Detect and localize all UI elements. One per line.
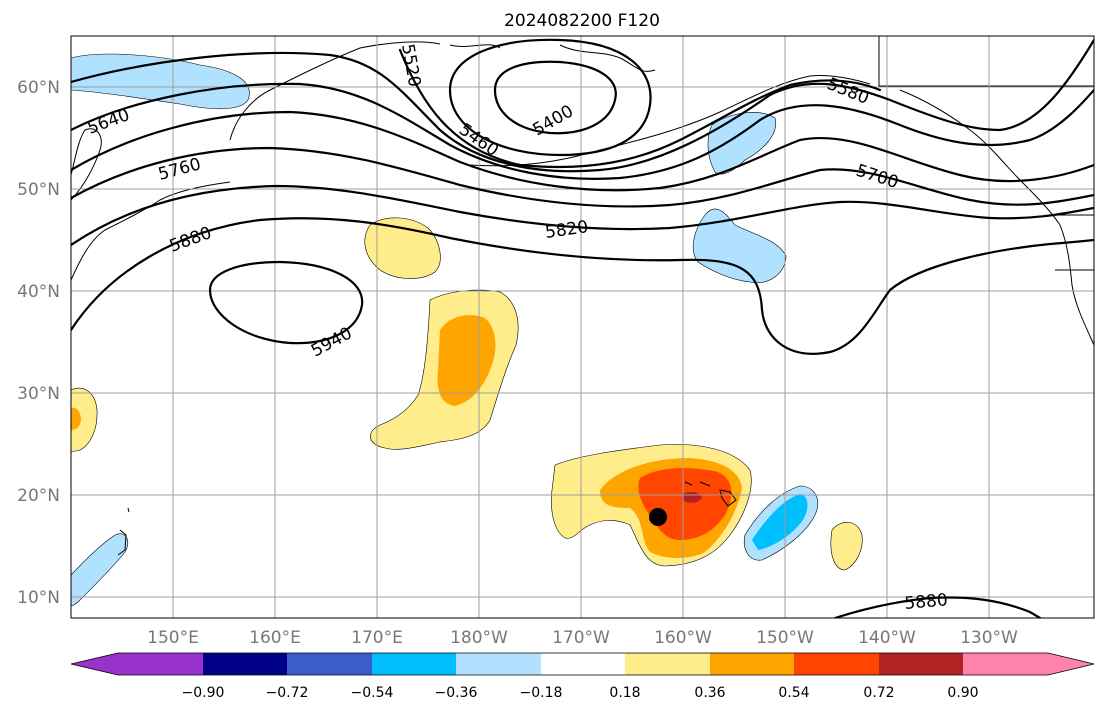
lon-label: 160°E [249,628,301,648]
gridlines [71,36,1094,618]
positive-anomaly-core [71,407,81,430]
lat-label: 40°N [17,282,60,302]
colorbar-tick: −0.18 [520,685,563,701]
contour-5520 [398,48,882,169]
map-area: 5520 5400 5460 5640 5760 5880 5820 5580 … [71,36,1094,618]
colorbar-segment [541,653,625,675]
latitude-labels: 60°N 50°N 40°N 30°N 20°N 10°N [17,78,60,608]
colorbar-segment [794,653,879,675]
longitude-labels: 150°E 160°E 170°E 180°W 170°W 160°W 150°… [147,628,1018,648]
contour-5760 [71,146,1094,208]
colorbar-tick: 0.90 [947,685,978,701]
border-line [1055,214,1094,271]
lat-label: 10°N [17,588,60,608]
negative-anomaly-area [71,533,129,607]
contour-5400 [493,60,617,135]
lon-label: 160°W [654,628,712,648]
colorbar-tick: 0.18 [609,685,640,701]
coastline [229,41,441,141]
colorbar-segment [879,653,963,675]
colorbar-under-arrow [71,653,118,675]
map-title: 2024082200 F120 [504,11,660,31]
contour-5820 [71,184,1094,247]
map-frame [70,35,1095,619]
positive-anomaly-core [437,315,496,406]
lon-label: 130°W [960,628,1018,648]
colorbar-segment [287,653,372,675]
border-line [878,36,1094,87]
colorbar-outline [70,652,1095,676]
contour-5940 [208,260,364,345]
colorbar: −0.90 −0.72 −0.54 −0.36 −0.18 0.18 0.36 … [70,652,1095,701]
colorbar-over-arrow [1048,653,1094,675]
lat-label: 20°N [17,486,60,506]
lon-label: 170°W [552,628,610,648]
colorbar-tick: −0.54 [351,685,394,701]
colorbar-segment [118,653,203,675]
positive-anomaly-area [830,522,863,571]
colorbar-segment [372,653,456,675]
negative-anomaly-area [692,208,787,283]
contour-5700 [71,110,1094,192]
negative-anomaly-core [752,494,808,550]
colorbar-tick: −0.90 [182,685,225,701]
coastline [899,89,1094,346]
colorbar-tick: −0.72 [266,685,309,701]
colorbar-tick: 0.36 [694,685,725,701]
coastline [117,507,130,556]
positive-anomaly-area [364,217,441,279]
lat-label: 60°N [17,78,60,98]
colorbar-segment [625,653,710,675]
colorbar-tick: −0.36 [435,685,478,701]
contour-5580 [71,38,1094,173]
lat-label: 50°N [17,180,60,200]
contour-label-5880-south: 5880 [904,590,949,614]
colorbar-segment [456,653,541,675]
height-contours [71,38,1094,618]
contour-5640 [71,82,1094,180]
hawaii-islands [684,481,737,507]
lon-label: 180°W [450,628,508,648]
contour-5880-north [71,217,1094,355]
lon-label: 150°E [147,628,199,648]
positive-anomaly-area [71,387,98,453]
coastline [71,128,102,201]
storm-center-marker [649,508,667,526]
coastline [469,75,871,167]
contour-5460 [448,38,652,157]
negative-anomaly-area [71,53,250,110]
colorbar-tick: 0.54 [778,685,809,701]
lon-label: 140°W [858,628,916,648]
colorbar-segment [963,653,1048,675]
lon-label: 170°E [351,628,403,648]
colorbar-tick: 0.72 [863,685,894,701]
lon-label: 150°W [756,628,814,648]
negative-anomaly-area [707,112,777,175]
contour-5880-south [833,596,1042,618]
colorbar-segment [710,653,794,675]
lat-label: 30°N [17,384,60,404]
colorbar-segment [203,653,287,675]
